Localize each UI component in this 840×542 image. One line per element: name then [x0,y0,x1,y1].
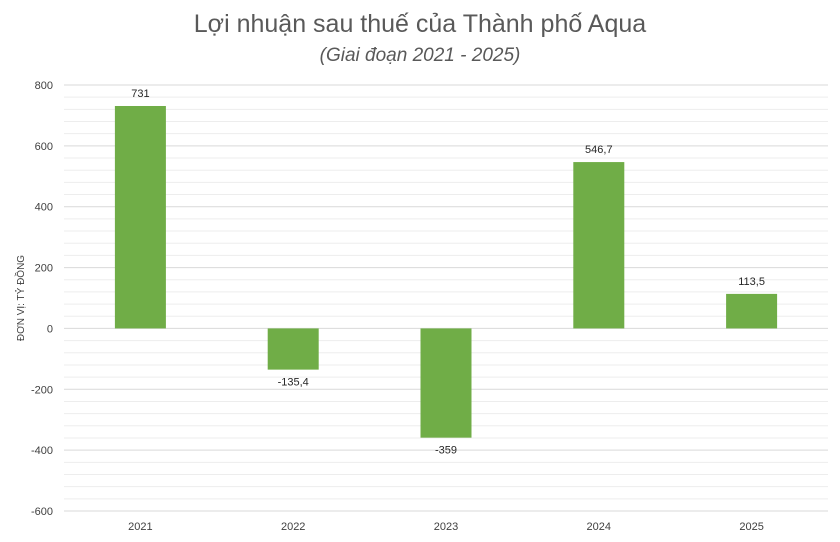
y-tick-label: 200 [35,263,53,275]
y-tick-label: 0 [47,323,53,335]
data-label-2023: -359 [435,445,457,457]
bar-2021 [114,105,166,329]
data-label-2021: 731 [131,88,149,100]
chart-title: Lợi nhuận sau thuế của Thành phố Aqua [193,10,647,38]
bars [114,105,778,438]
data-label-2025: 113,5 [738,276,765,288]
y-axis-ticks: 800 600 400 200 0 -200 -400 -600 [31,80,53,518]
chart-subtitle: (Giai đoạn 2021 - 2025) [319,45,521,66]
gridlines [64,84,828,512]
y-tick-label: -200 [31,384,53,396]
y-tick-label: -600 [31,506,53,518]
bar-2025 [726,293,778,329]
y-tick-label: 400 [35,202,53,214]
x-tick-label: 2023 [434,521,458,533]
data-label-2024: 546,7 [585,144,613,156]
x-tick-label: 2025 [739,521,763,533]
bar-2023 [420,328,472,438]
bar-2022 [267,328,319,370]
x-tick-label: 2021 [128,521,152,533]
y-tick-label: -400 [31,445,53,457]
x-tick-label: 2022 [281,521,305,533]
data-label-2022: -135,4 [278,377,309,389]
y-axis-title: ĐƠN VỊ: TỶ ĐỒNG [14,255,27,341]
data-labels: 731 -135,4 -359 546,7 113,5 [131,88,765,457]
bar-2024 [573,162,625,329]
x-tick-label: 2024 [587,521,611,533]
y-tick-label: 800 [35,80,53,92]
x-axis-ticks: 2021 2022 2023 2024 2025 [128,521,764,533]
y-tick-label: 600 [35,141,53,153]
